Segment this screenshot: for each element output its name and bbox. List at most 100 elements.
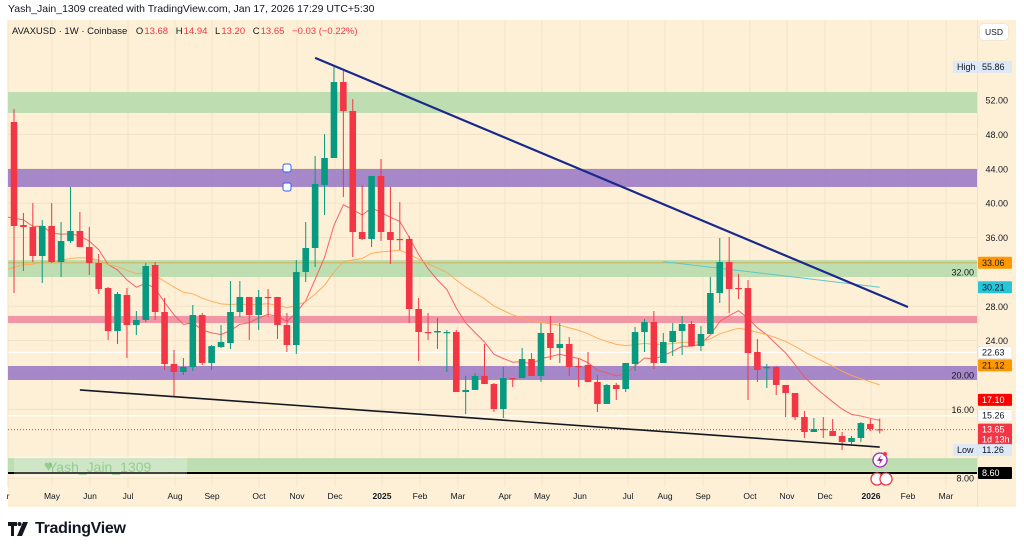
candle[interactable] [1,82,8,122]
candle[interactable] [500,367,507,419]
candle[interactable] [528,353,535,376]
candle[interactable] [848,436,855,445]
candle[interactable] [443,329,451,373]
candle[interactable] [198,312,206,366]
candle[interactable] [707,277,714,335]
candle[interactable] [321,134,328,215]
candle[interactable] [697,326,705,352]
candle[interactable] [452,329,460,393]
candle[interactable] [424,312,432,341]
candle[interactable] [180,357,187,376]
candle[interactable] [29,203,37,262]
candle[interactable] [716,238,724,303]
candle[interactable] [801,411,808,439]
candle[interactable] [594,375,601,413]
candle[interactable] [330,66,338,159]
candle[interactable] [622,362,629,393]
candle[interactable] [537,323,545,382]
candle[interactable] [161,298,168,371]
tradingview-logo[interactable]: TradingView [8,520,126,538]
candle[interactable] [95,254,102,294]
candle[interactable] [358,184,366,240]
candle[interactable] [763,364,771,388]
candle[interactable] [650,310,658,369]
candle[interactable] [819,417,827,439]
candle[interactable] [293,260,300,355]
candle[interactable] [631,326,639,371]
candle[interactable] [10,109,18,294]
candle[interactable] [151,261,159,321]
candle[interactable] [829,419,836,437]
candle[interactable] [725,236,733,313]
candle[interactable] [556,323,564,363]
candle[interactable] [735,274,742,300]
candle[interactable] [434,317,441,349]
candle[interactable] [57,222,65,278]
candle[interactable] [67,186,74,244]
candle[interactable] [688,320,695,347]
drawing-handle[interactable] [282,182,292,192]
candle[interactable] [876,418,884,434]
candle[interactable] [584,351,592,382]
candle[interactable] [405,235,413,324]
currency-button[interactable]: USD [980,24,1008,40]
candle[interactable] [104,287,112,341]
candle[interactable] [48,203,55,264]
candle[interactable] [509,378,517,388]
candle[interactable] [603,384,611,404]
candle[interactable] [170,349,178,398]
candle[interactable] [547,315,554,360]
zone-rectangle[interactable] [8,458,977,472]
symbol-info[interactable]: AVAXUSD · 1W · Coinbase [12,26,128,37]
zone-rectangle[interactable] [8,169,977,187]
candle[interactable] [744,280,752,401]
candle[interactable] [340,71,347,198]
drawing-handle[interactable] [282,163,292,173]
candle[interactable] [123,288,131,358]
candle[interactable] [189,304,197,371]
candle[interactable] [754,338,761,382]
candle[interactable] [311,155,319,267]
zone-rectangle[interactable] [8,92,977,113]
candle[interactable] [114,291,121,344]
candle[interactable] [641,318,648,352]
candle[interactable] [481,343,488,385]
candle[interactable] [669,323,677,357]
candle[interactable] [575,359,582,388]
us-flag-event-icon[interactable] [879,472,893,486]
candle[interactable] [565,337,573,376]
candle[interactable] [255,290,262,330]
trendline-lower[interactable] [79,389,880,448]
candle[interactable] [20,213,27,272]
candle[interactable] [415,298,422,361]
candle[interactable] [302,222,310,283]
candle[interactable] [612,383,620,401]
candle[interactable] [349,98,357,258]
candle[interactable] [490,383,498,413]
candle[interactable] [264,288,272,317]
candle[interactable] [76,211,84,248]
candle[interactable] [217,324,225,349]
candle[interactable] [245,296,253,341]
candle[interactable] [377,158,385,242]
candle[interactable] [368,175,375,248]
candle[interactable] [660,332,667,363]
candle[interactable] [274,296,281,339]
candle[interactable] [387,186,394,264]
candle[interactable] [236,280,244,317]
candle[interactable] [133,310,140,336]
candle[interactable] [142,263,150,322]
trendline-upper[interactable] [314,56,909,309]
candle[interactable] [678,315,686,355]
candle[interactable] [810,417,818,432]
candle[interactable] [462,375,469,415]
candle[interactable] [772,365,780,396]
candle[interactable] [518,348,526,379]
zone-rectangle[interactable] [8,260,977,278]
candle[interactable] [227,280,234,349]
candle[interactable] [471,373,479,390]
candle[interactable] [782,384,789,418]
candle[interactable] [396,202,404,250]
candle[interactable] [283,312,291,352]
